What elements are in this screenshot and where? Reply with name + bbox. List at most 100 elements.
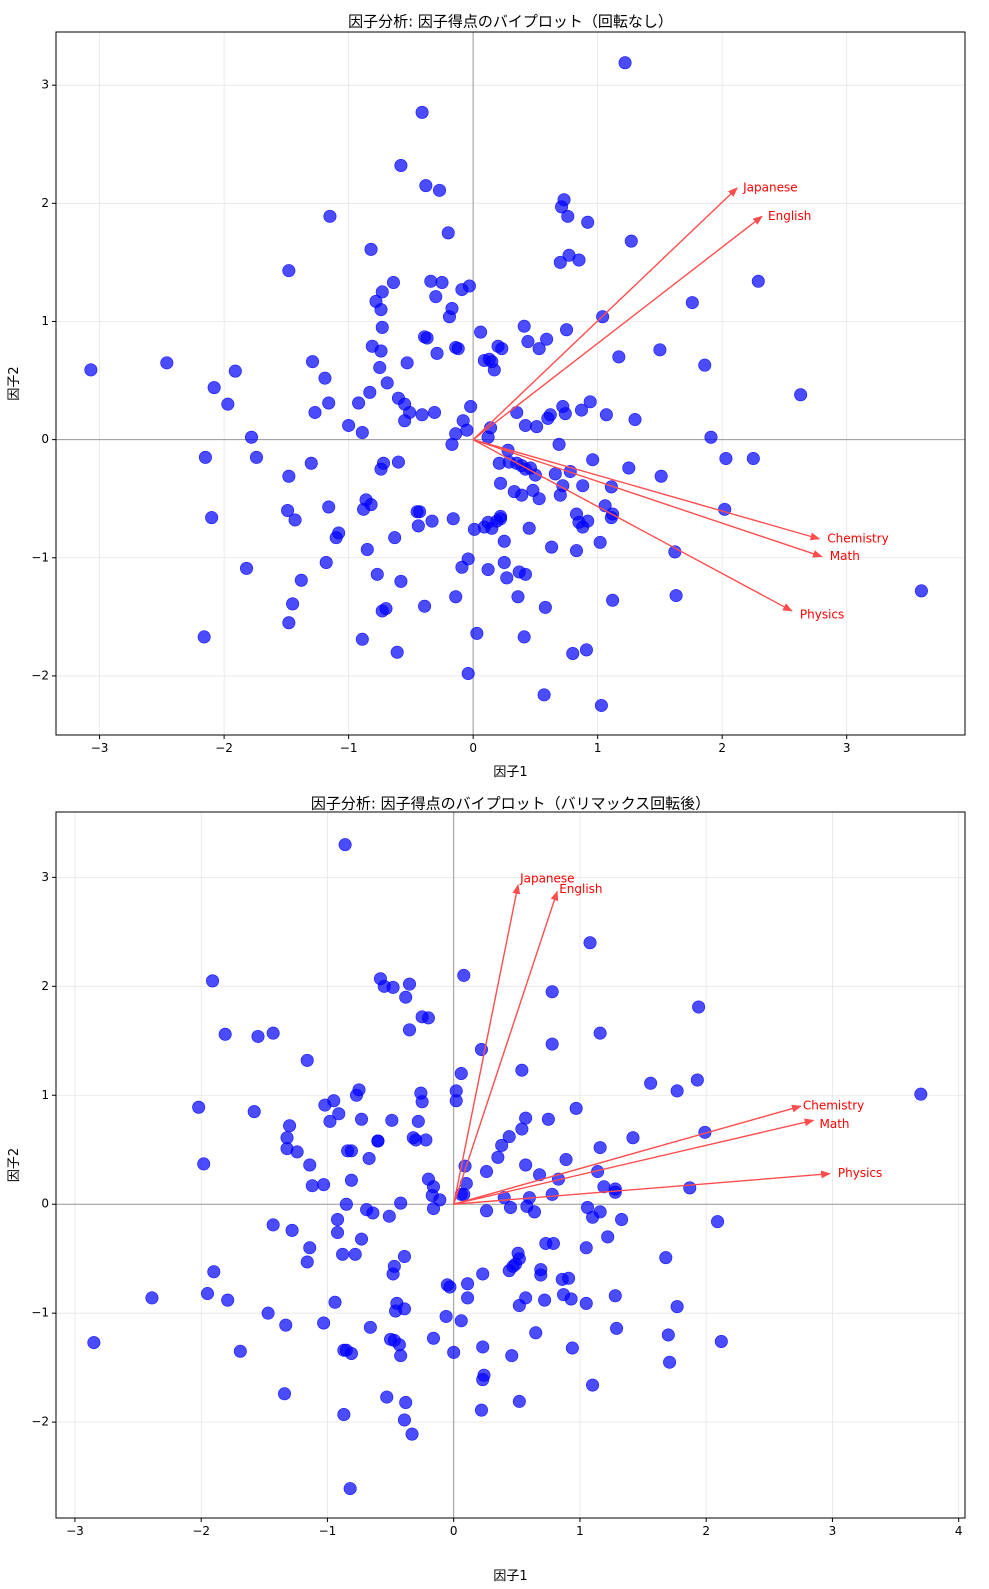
scatter-point [576, 520, 590, 534]
scatter-point [360, 543, 374, 557]
y-tick-label: 2 [41, 979, 49, 993]
scatter-point [462, 279, 476, 293]
axis-ticks: −3 −2 −1 0 1 2 3 4 −2 −1 0 1 2 3 [31, 870, 962, 1538]
scatter-point [286, 597, 300, 611]
scatter-point [240, 561, 254, 575]
scatter-point [411, 1114, 425, 1128]
scatter-point [569, 1101, 583, 1115]
scatter-point [399, 990, 413, 1004]
scatter-point [481, 430, 495, 444]
scatter-point [385, 1113, 399, 1127]
scatter-point [363, 385, 377, 399]
scatter-point [624, 234, 638, 248]
x-tick-label: 0 [469, 741, 477, 755]
scatter-point [357, 502, 371, 516]
scatter-point [192, 1100, 206, 1114]
loading-label-math: Math [830, 549, 860, 563]
scatter-point [497, 555, 511, 569]
y-tick-label: −1 [31, 550, 49, 564]
scatter-point [505, 1349, 519, 1363]
y-tick-label: 0 [41, 432, 49, 446]
scatter-point [282, 469, 296, 483]
scatter-point [206, 974, 220, 988]
scatter-point [375, 320, 389, 334]
loading-arrow-english [453, 890, 559, 1205]
y-tick-label: 1 [41, 314, 49, 328]
scatter-point [282, 264, 296, 278]
scatter-point [449, 1084, 463, 1098]
scatter-point [233, 1344, 247, 1358]
scatter-point [497, 534, 511, 548]
scatter-point [430, 346, 444, 360]
scatter-point [669, 589, 683, 603]
scatter-point [421, 1011, 435, 1025]
loading-label-english: English [559, 882, 602, 896]
scatter-point [579, 1296, 593, 1310]
scatter-point [348, 1247, 362, 1261]
scatter-point [337, 1407, 351, 1421]
scatter-point [386, 980, 400, 994]
biplot-unrotated: 因子分析: 因子得点のバイプロット（回転なし） Japanese English Ch… [7, 13, 966, 780]
scatter-point [402, 1023, 416, 1037]
scatter-point [914, 584, 928, 598]
plot-frame [55, 811, 966, 1519]
scatter-point [352, 1083, 366, 1097]
scatter-point [576, 479, 590, 493]
y-tick-label: 1 [41, 1088, 49, 1102]
scatter-point [572, 253, 586, 267]
scatter-point [374, 344, 388, 358]
scatter-point [581, 215, 595, 229]
scatter-point [574, 403, 588, 417]
scatter-point [461, 1291, 475, 1305]
scatter-point [476, 1373, 490, 1387]
scatter-point [336, 1247, 350, 1261]
scatter-point [474, 1403, 488, 1417]
scatter-point [622, 461, 636, 475]
scatter-point [344, 1173, 358, 1187]
scatter-point [384, 1332, 398, 1346]
scatter-point [318, 371, 332, 385]
scatter-point [502, 1130, 516, 1144]
scatter-point [370, 567, 384, 581]
scatter-point [711, 1215, 725, 1229]
y-tick-label: 3 [41, 870, 49, 884]
loading-arrow-chemistry [472, 438, 821, 541]
scatter-point [480, 1204, 494, 1218]
scatter-point [449, 590, 463, 604]
scatter-point [610, 1321, 624, 1335]
scatter-point [604, 480, 618, 494]
grid [56, 32, 965, 735]
scatter-point [391, 455, 405, 469]
scatter-point [626, 1131, 640, 1145]
scatter-point [283, 1119, 297, 1133]
scatter-point [515, 1122, 529, 1136]
scatter-point [397, 1302, 411, 1316]
scatter-point [303, 1158, 317, 1172]
plot-frame [55, 31, 966, 736]
scatter-point [491, 1150, 505, 1164]
scatter-point [500, 571, 514, 585]
scatter-point [344, 1144, 358, 1158]
scatter-point [342, 418, 356, 432]
scatter-point [374, 462, 388, 476]
scatter-point [561, 209, 575, 223]
x-tick-label: 4 [955, 1524, 963, 1538]
scatter-point [394, 1349, 408, 1363]
scatter-point [553, 255, 567, 269]
scatter-point [278, 1387, 292, 1401]
scatter-point [560, 323, 574, 337]
scatter-point [390, 645, 404, 659]
scatter-point [491, 339, 505, 353]
scatter-point [457, 968, 471, 982]
scatter-point [221, 397, 235, 411]
x-tick-label: 1 [594, 741, 602, 755]
scatter-point [87, 1336, 101, 1350]
scatter-point [569, 544, 583, 558]
scatter-point [426, 1331, 440, 1345]
scatter-point [519, 1111, 533, 1125]
scatter-point [160, 356, 174, 370]
scatter-point [415, 105, 429, 119]
scatter-point [494, 476, 508, 490]
scatter-point [300, 1053, 314, 1067]
